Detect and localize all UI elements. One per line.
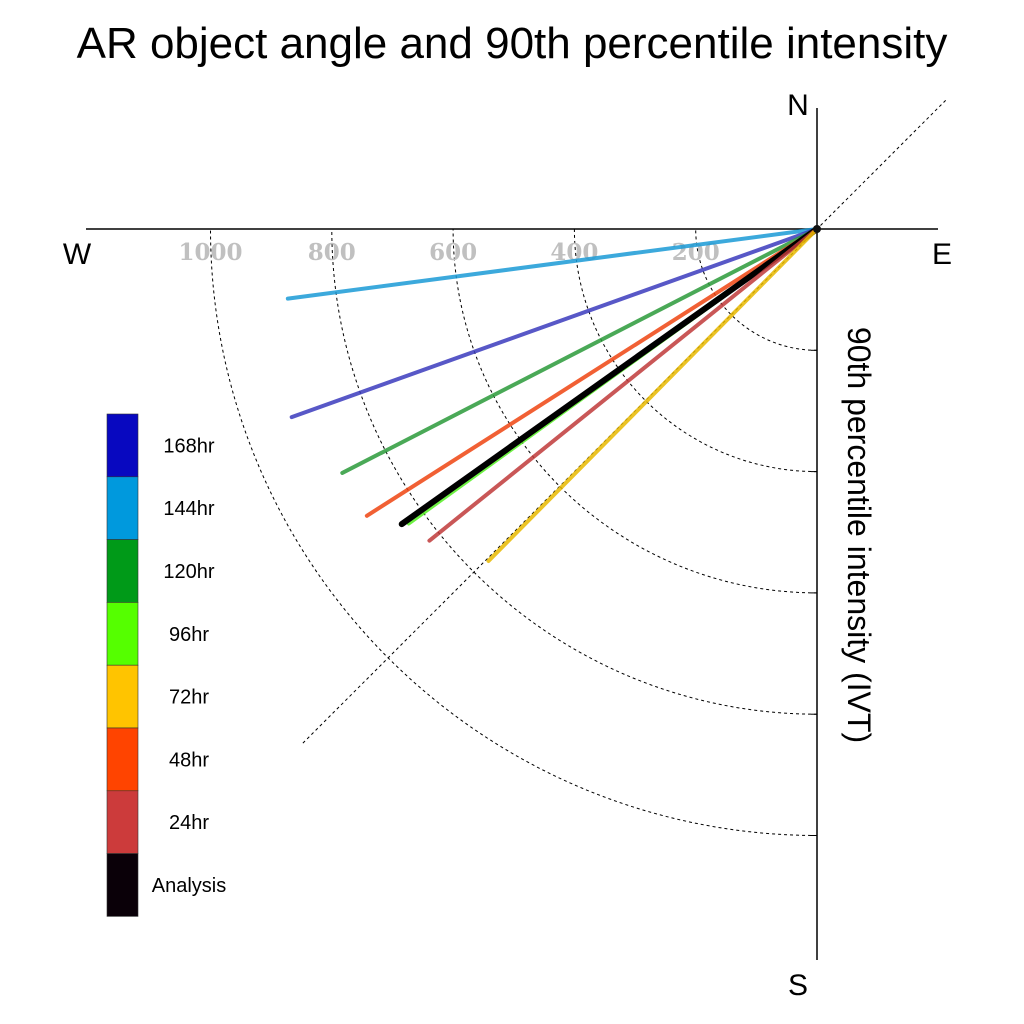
legend: 168hr 144hr 120hr 96hr 72hr 48hr 24hr Analysis [106, 413, 226, 917]
legend-swatch-analysis [106, 853, 139, 917]
series-line-120hr [340, 227, 819, 475]
diagonal-guide [302, 99, 947, 744]
compass-labels: N S E W [63, 89, 952, 1002]
series-line-analysis [398, 226, 820, 528]
legend-swatch-144hr [106, 476, 139, 540]
compass-west-label: W [63, 238, 92, 271]
pole-marker [813, 225, 821, 233]
legend-swatch-24hr [106, 790, 139, 854]
legend-label-72hr: 72hr [169, 687, 209, 709]
radial-tick-label-800: 800 [308, 239, 356, 266]
axes-layer [86, 108, 938, 960]
compass-north-label: N [787, 89, 809, 122]
grid-arc-600 [452, 228, 818, 594]
series-line-72hr [486, 227, 819, 563]
compass-south-label: S [788, 969, 808, 1002]
series-line-24hr [427, 227, 819, 543]
legend-label-168hr: 168hr [163, 435, 214, 457]
radial-tick-label-600: 600 [429, 239, 477, 266]
radial-tick-label-1000: 1000 [178, 239, 242, 266]
compass-east-label: E [932, 238, 952, 271]
grid-arc-200 [695, 228, 818, 351]
legend-swatch-72hr [106, 664, 139, 729]
series-layer [285, 225, 821, 563]
series-line-48hr [364, 227, 819, 518]
legend-label-96hr: 96hr [169, 624, 209, 646]
grid-layer [210, 99, 947, 836]
legend-swatch-96hr [106, 602, 139, 666]
series-line-144hr [285, 227, 819, 301]
legend-label-120hr: 120hr [163, 561, 214, 583]
grid-arc-400 [573, 228, 818, 473]
y-axis-label: 90th percentile intensity (IVT) [841, 327, 877, 743]
chart-title: AR object angle and 90th percentile inte… [77, 19, 948, 68]
legend-label-analysis: Analysis [152, 875, 226, 897]
legend-swatch-168hr [106, 413, 139, 478]
legend-label-24hr: 24hr [169, 812, 209, 834]
legend-label-144hr: 144hr [163, 498, 214, 520]
legend-label-48hr: 48hr [169, 749, 209, 771]
series-line-168hr [289, 227, 819, 420]
grid-arc-800 [331, 228, 818, 715]
legend-swatch-48hr [106, 727, 139, 792]
legend-swatch-120hr [106, 539, 139, 603]
